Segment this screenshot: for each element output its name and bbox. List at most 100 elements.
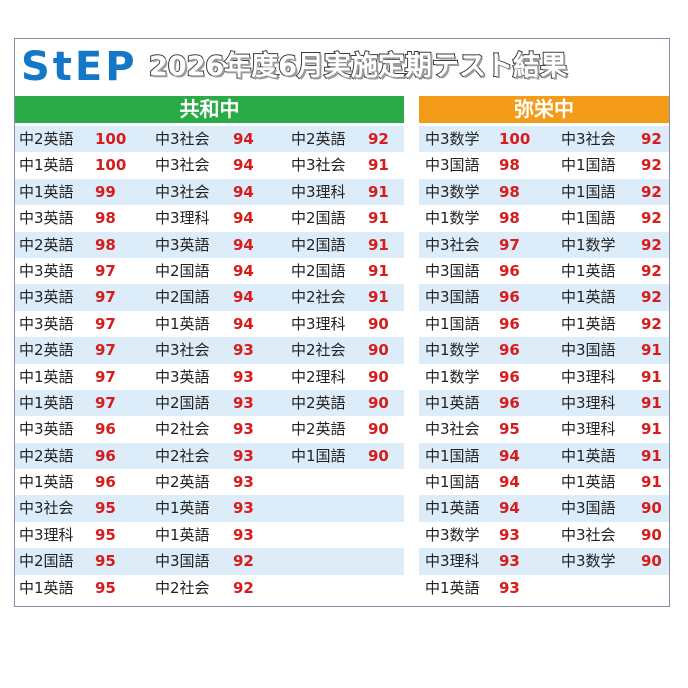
table-row: 中3英語 97 中2国語 94 中2社会 91: [15, 284, 404, 311]
score-value: 98: [95, 235, 116, 254]
subject-label: 中1英語: [19, 473, 74, 492]
score-value: 90: [368, 446, 389, 465]
subject-label: 中3社会: [291, 156, 346, 175]
table-row: 中2英語 96 中2社会 93 中1国語 90: [15, 442, 404, 470]
subject-label: 中2国語: [155, 393, 210, 412]
score-value: 91: [368, 261, 389, 280]
subject-label: 中3理科: [291, 182, 346, 201]
table-row: 中2英語 97 中3社会 93 中2社会 90: [15, 337, 404, 364]
score-value: 91: [641, 420, 662, 439]
subject-label: 中3理科: [19, 525, 74, 544]
subject-label: 中1英語: [425, 393, 480, 412]
subject-label: 中3理科: [291, 314, 346, 333]
score-value: 99: [95, 182, 116, 201]
subject-label: 中1英語: [561, 288, 616, 307]
score-value: 97: [95, 288, 116, 307]
subject-label: 中2国語: [291, 261, 346, 280]
score-value: 94: [499, 473, 520, 492]
score-value: 98: [499, 209, 520, 228]
kyowa-results-table: 中2英語 100 中3社会 94 中2英語 92 中1英語 100 中3社会 94 中3社会 91 中1…: [15, 126, 404, 601]
table-row: 中1英語 97 中2国語 93 中2英語 90: [15, 389, 404, 417]
subject-label: 中1数学: [425, 209, 480, 228]
subject-label: 中3社会: [425, 420, 480, 439]
score-value: 95: [95, 578, 116, 597]
score-value: 94: [499, 499, 520, 518]
score-value: 92: [641, 130, 662, 148]
subject-label: 中3社会: [561, 130, 616, 148]
table-row: 中1国語 94 中1英語 91: [419, 469, 669, 495]
subject-label: 中1英語: [19, 578, 74, 597]
table-row: 中3数学 100 中3社会 92: [419, 126, 669, 153]
score-value: 96: [95, 473, 116, 492]
table-row: 中1英語 96 中2英語 93: [15, 469, 404, 495]
table-row: 中3国語 96 中1英語 92: [419, 284, 669, 311]
score-value: 96: [499, 393, 520, 412]
score-value: 91: [641, 393, 662, 412]
subject-label: 中1数学: [425, 341, 480, 360]
subject-label: 中2英語: [155, 473, 210, 492]
score-value: 98: [499, 156, 520, 175]
score-value: 97: [95, 367, 116, 386]
table-row: 中1国語 94 中1英語 91: [419, 442, 669, 470]
subject-label: 中1国語: [425, 446, 480, 465]
subject-label: 中1英語: [425, 499, 480, 518]
table-row: 中2国語 95 中3国語 92: [15, 548, 404, 575]
score-value: 92: [233, 578, 254, 597]
score-value: 91: [641, 367, 662, 386]
score-value: 91: [641, 446, 662, 465]
subject-label: 中3数学: [425, 130, 480, 148]
subject-label: 中3社会: [155, 341, 210, 360]
subject-label: 中2国語: [155, 261, 210, 280]
subject-label: 中2社会: [155, 578, 210, 597]
subject-label: 中1英語: [19, 182, 74, 201]
subject-label: 中2英語: [19, 235, 74, 254]
subject-label: 中1国語: [291, 446, 346, 465]
score-value: 96: [499, 261, 520, 280]
subject-label: 中1英語: [19, 367, 74, 386]
score-value: 91: [368, 288, 389, 307]
score-value: 96: [499, 288, 520, 307]
score-value: 95: [95, 552, 116, 571]
score-value: 93: [233, 473, 254, 492]
subject-label: 中3国語: [561, 499, 616, 518]
score-value: 94: [499, 446, 520, 465]
score-value: 94: [233, 261, 254, 280]
score-value: 90: [368, 314, 389, 333]
subject-label: 中3国語: [561, 341, 616, 360]
score-value: 91: [368, 156, 389, 175]
subject-label: 中3英語: [155, 367, 210, 386]
score-value: 94: [233, 156, 254, 175]
subject-label: 中3英語: [19, 314, 74, 333]
score-value: 98: [499, 182, 520, 201]
table-row: 中1数学 98 中1国語 92: [419, 205, 669, 231]
score-value: 95: [95, 499, 116, 518]
score-value: 100: [95, 130, 127, 148]
score-value: 94: [233, 314, 254, 333]
table-row: 中3理科 95 中1英語 93: [15, 522, 404, 548]
subject-label: 中2国語: [155, 288, 210, 307]
subject-label: 中3国語: [425, 156, 480, 175]
subject-label: 中2英語: [291, 420, 346, 439]
score-value: 96: [499, 367, 520, 386]
score-value: 97: [95, 393, 116, 412]
subject-label: 中3社会: [155, 156, 210, 175]
score-value: 93: [233, 446, 254, 465]
table-row: 中3数学 93 中3社会 90: [419, 522, 669, 548]
results-board: StEP 2026年度6月実施定期テスト結果 共和中 弥栄中 中2英語 100 中3…: [14, 38, 670, 607]
score-value: 93: [499, 578, 520, 597]
subject-label: 中2社会: [291, 341, 346, 360]
table-row: 中1数学 96 中3国語 91: [419, 337, 669, 364]
subject-label: 中2英語: [19, 130, 74, 148]
subject-label: 中1英語: [561, 473, 616, 492]
subject-label: 中2社会: [291, 288, 346, 307]
subject-label: 中3社会: [561, 525, 616, 544]
table-row: 中1英語 96 中3理科 91: [419, 389, 669, 417]
table-row: 中2英語 100 中3社会 94 中2英語 92: [15, 126, 404, 153]
score-value: 90: [368, 393, 389, 412]
subject-label: 中3国語: [425, 288, 480, 307]
table-row: 中1英語 100 中3社会 94 中3社会 91: [15, 152, 404, 178]
subject-label: 中1国語: [561, 182, 616, 201]
score-value: 90: [368, 341, 389, 360]
subject-label: 中2国語: [19, 552, 74, 571]
subject-label: 中3理科: [155, 209, 210, 228]
